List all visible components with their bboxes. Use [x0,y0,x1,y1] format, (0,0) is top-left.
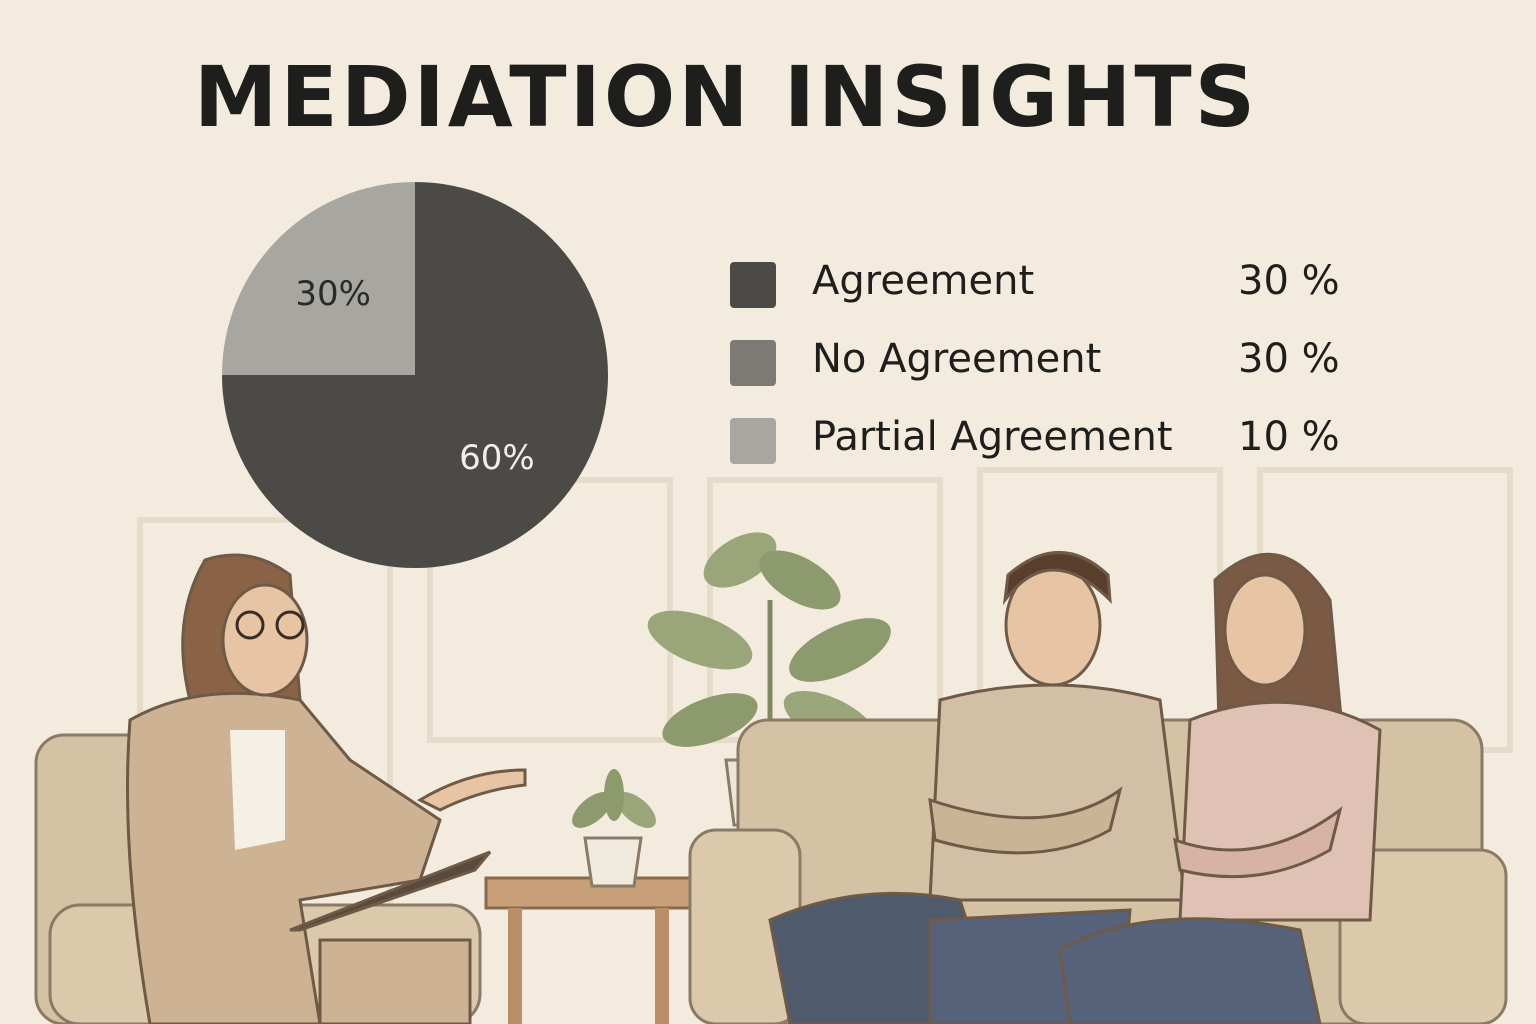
legend-value: 30 % [1238,258,1340,304]
legend-swatch [730,340,776,386]
legend-item: No Agreement 30 % [730,330,1350,408]
legend-swatch [730,262,776,308]
legend-item: Partial Agreement 10 % [730,408,1350,486]
legend-label: Partial Agreement [812,414,1173,460]
pie-slice-label-0: 60% [459,438,535,478]
legend: Agreement 30 % No Agreement 30 % Partial Agr… [730,252,1350,486]
woman-figure-icon [1058,552,1382,1024]
pie-slices [222,182,608,568]
pie-labels: 60% 30% [295,274,534,478]
page-title: MEDIATION INSIGHTS [193,48,1259,146]
legend-swatch [730,418,776,464]
side-table-icon [484,876,692,1024]
legend-label: No Agreement [812,336,1102,382]
man-figure-icon [768,551,1187,1024]
pie-chart: 60% 30% [222,182,608,568]
legend-value: 30 % [1238,336,1340,382]
pie-slice-label-1: 30% [295,274,371,314]
mediator-figure-icon [126,553,527,1024]
legend-label: Agreement [812,258,1035,304]
legend-item: Agreement 30 % [730,252,1350,330]
legend-value: 10 % [1238,414,1340,460]
small-plant-icon [572,769,656,888]
pie-slice-1 [222,182,415,375]
